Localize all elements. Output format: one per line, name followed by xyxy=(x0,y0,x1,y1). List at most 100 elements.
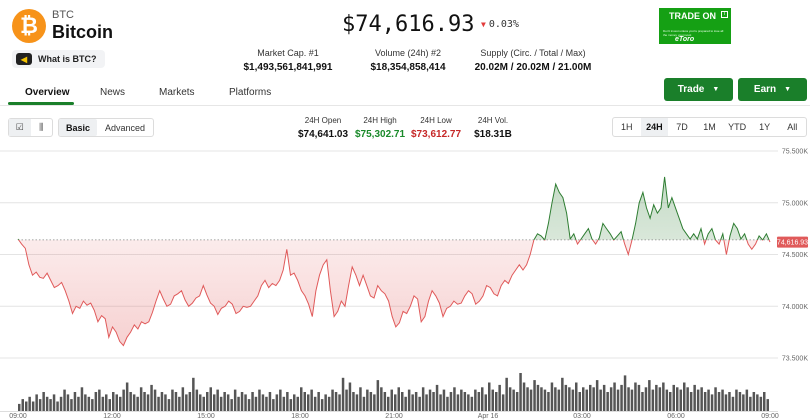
ohlc-label: 24H High xyxy=(363,116,397,125)
volume-bar xyxy=(261,394,265,411)
volume-bar xyxy=(578,392,581,411)
ohlc-low: 24H Low $73,612.77 xyxy=(411,116,461,140)
volume-stat: Volume (24h) #2 $18,354,858,414 xyxy=(360,48,456,73)
mode-basic-button[interactable]: Basic xyxy=(59,119,97,136)
stat-label: Market Cap. #1 xyxy=(257,48,319,58)
volume-bar xyxy=(199,394,202,411)
volume-bar xyxy=(411,394,414,411)
volume-bar xyxy=(181,387,185,412)
volume-bar xyxy=(380,387,383,412)
volume-bar xyxy=(683,382,686,411)
volume-bar xyxy=(192,377,195,412)
volume-bar xyxy=(25,401,28,411)
tab-platforms[interactable]: Platforms xyxy=(229,87,272,98)
volume-bar xyxy=(766,399,769,411)
volume-bar xyxy=(735,389,738,411)
volume-bar xyxy=(237,396,240,412)
volume-bar xyxy=(717,392,721,411)
ohlc-label: 24H Vol. xyxy=(477,116,509,125)
volume-bar xyxy=(376,380,380,411)
trade-button[interactable]: Trade ▼ xyxy=(664,78,733,101)
volume-bar xyxy=(310,389,313,411)
ad-info-icon[interactable]: i xyxy=(721,11,728,18)
ohlc-value: $74,641.03 xyxy=(297,129,349,140)
volume-bar xyxy=(602,384,606,411)
volume-bar xyxy=(279,389,282,411)
price-chart[interactable]: 75.500K 75.000K 74.500K 74.000K 73.500K 74,61… xyxy=(0,145,810,420)
volume-bar xyxy=(125,382,129,411)
volume-bar xyxy=(425,394,428,411)
volume-bar xyxy=(693,384,696,411)
volume-bar xyxy=(679,389,682,411)
candlestick-chart-icon[interactable]: ⫼ xyxy=(39,122,44,132)
earn-button-label: Earn xyxy=(753,84,777,95)
volume-bar xyxy=(345,389,348,411)
price-line-up xyxy=(17,176,770,240)
tab-overview[interactable]: Overview xyxy=(25,87,70,98)
line-chart-icon[interactable]: ☑ xyxy=(9,119,31,136)
range-all[interactable]: All xyxy=(787,122,798,132)
market-cap-stat: Market Cap. #1 $1,493,561,841,991 xyxy=(238,48,338,73)
ohlc-volume: 24H Vol. $18.31B xyxy=(470,116,516,140)
mode-advanced-button[interactable]: Advanced xyxy=(104,122,146,133)
volume-bar xyxy=(233,389,237,411)
range-24h[interactable]: 24H xyxy=(640,118,669,136)
volume-bar xyxy=(696,389,700,411)
range-1y[interactable]: 1Y xyxy=(759,122,771,132)
volume-bar xyxy=(620,384,623,411)
volume-bar xyxy=(453,387,456,412)
volume-bar xyxy=(143,392,146,411)
volume-bar xyxy=(404,396,407,412)
etoro-ad-banner[interactable]: TRADE ON i Don't invest unless you're pr… xyxy=(659,8,731,44)
volume-bar xyxy=(307,394,310,411)
volume-bar xyxy=(226,394,230,411)
volume-bar xyxy=(714,387,717,412)
volume-bar xyxy=(526,387,529,412)
volume-bar xyxy=(136,396,139,412)
volume-bar xyxy=(446,396,449,412)
what-is-btc-button[interactable]: ◀ What is BTC? xyxy=(12,50,105,68)
tab-markets[interactable]: Markets xyxy=(159,87,195,98)
volume-bar xyxy=(209,387,212,412)
volume-bar xyxy=(707,389,710,411)
volume-bar xyxy=(324,394,327,411)
volume-bar xyxy=(122,389,125,411)
volume-bar xyxy=(320,399,324,411)
volume-bar xyxy=(414,392,418,411)
volume-bar xyxy=(331,389,334,411)
volume-bar xyxy=(348,382,352,411)
volume-bar xyxy=(491,389,494,411)
volume-bar xyxy=(595,380,599,411)
chart-mode-toggle: Basic Advanced xyxy=(58,118,154,137)
bitcoin-logo-icon: ₿ xyxy=(12,9,46,43)
earn-button[interactable]: Earn ▼ xyxy=(738,78,807,101)
volume-bar xyxy=(467,394,470,411)
volume-bar xyxy=(585,389,588,411)
range-7d[interactable]: 7D xyxy=(676,122,688,132)
volume-bar xyxy=(428,389,432,411)
range-1m[interactable]: 1M xyxy=(703,122,716,132)
volume-bar xyxy=(327,396,331,412)
volume-bar xyxy=(644,387,648,412)
x-axis-label: 18:00 xyxy=(291,413,309,420)
ohlc-high: 24H High $75,302.71 xyxy=(355,116,405,140)
range-ytd[interactable]: YTD xyxy=(728,122,747,132)
volume-bar xyxy=(31,401,35,411)
volume-bar xyxy=(512,389,515,411)
volume-bar xyxy=(38,399,42,411)
volume-bar xyxy=(397,387,400,412)
chart-type-toggle: ☑ ⫼ xyxy=(8,118,53,137)
volume-bar xyxy=(157,396,160,412)
volume-bar xyxy=(390,389,393,411)
volume-bar xyxy=(710,394,714,411)
price-change-value: 0.03% xyxy=(488,19,519,30)
volume-bar xyxy=(66,394,70,411)
volume-bar xyxy=(519,373,522,411)
coin-name: Bitcoin xyxy=(52,22,113,42)
range-1h[interactable]: 1H xyxy=(621,122,633,132)
time-range-selector: 1H 24H 7D 1M YTD 1Y All xyxy=(612,117,807,137)
volume-bar xyxy=(435,384,439,411)
x-axis-label: 12:00 xyxy=(103,413,121,420)
volume-bar xyxy=(219,396,223,412)
tab-news[interactable]: News xyxy=(100,87,126,98)
